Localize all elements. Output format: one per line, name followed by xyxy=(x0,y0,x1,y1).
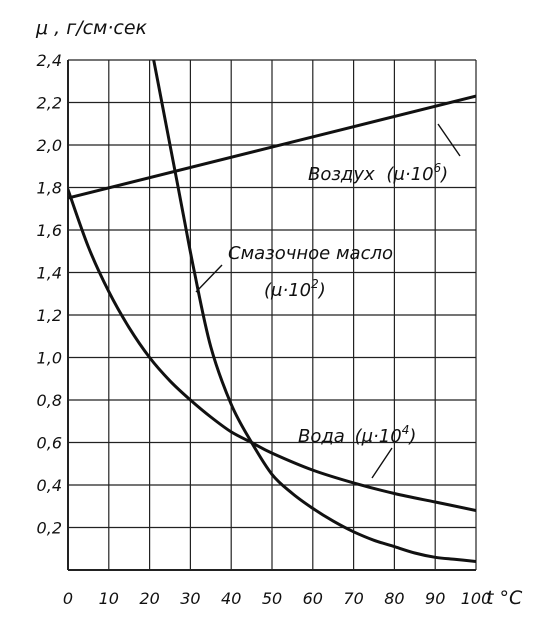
y-tick-label: 2,4 xyxy=(37,51,62,70)
y-tick-label: 0,2 xyxy=(37,519,62,538)
x-tick-label: 40 xyxy=(221,589,241,608)
y-tick-label: 1,6 xyxy=(37,221,62,240)
x-tick-label: 50 xyxy=(262,589,282,608)
x-tick-label: 0 xyxy=(63,589,73,608)
grid xyxy=(67,59,477,571)
series-label-oil: Смазочное масло xyxy=(228,243,393,264)
curves xyxy=(68,60,476,563)
series-label-air: Воздух (μ·106) xyxy=(308,161,448,185)
x-tick-label: 90 xyxy=(425,589,445,608)
x-tick-label: 20 xyxy=(139,589,159,608)
leader-water xyxy=(371,447,393,479)
y-tick-label: 1,8 xyxy=(37,179,62,198)
series-air-line xyxy=(68,94,476,200)
leader-oil xyxy=(195,264,223,293)
y-tick-label: 1,0 xyxy=(37,349,62,368)
x-tick-label: 100 xyxy=(461,589,492,608)
y-tick-label: 0,4 xyxy=(37,476,62,495)
x-axis-title: t °C xyxy=(486,587,523,609)
series-water-line xyxy=(68,188,476,512)
x-tick-label: 30 xyxy=(180,589,200,608)
x-tick-label: 10 xyxy=(99,589,119,608)
x-tick-label: 60 xyxy=(303,589,323,608)
y-tick-label: 1,2 xyxy=(37,306,62,325)
y-tick-label: 0,6 xyxy=(37,434,62,453)
y-axis-title: μ , г/см·сек xyxy=(35,17,148,39)
series-label-oil-factor: (μ·102) xyxy=(264,277,326,301)
series-label-water: Вода (μ·104) xyxy=(298,423,416,447)
y-tick-label: 1,4 xyxy=(37,264,62,283)
tick-labels: 0 10 20 30 40 50 60 70 80 90 100 0,2 0,4 0,6 0,8 1,0 1,2… xyxy=(37,51,492,608)
y-tick-label: 2,0 xyxy=(37,136,62,155)
x-tick-label: 80 xyxy=(384,589,404,608)
series-oil-line xyxy=(152,60,476,563)
y-tick-label: 2,2 xyxy=(37,94,62,113)
x-tick-label: 70 xyxy=(343,589,363,608)
y-tick-label: 0,8 xyxy=(37,391,62,410)
leader-air xyxy=(437,123,461,157)
